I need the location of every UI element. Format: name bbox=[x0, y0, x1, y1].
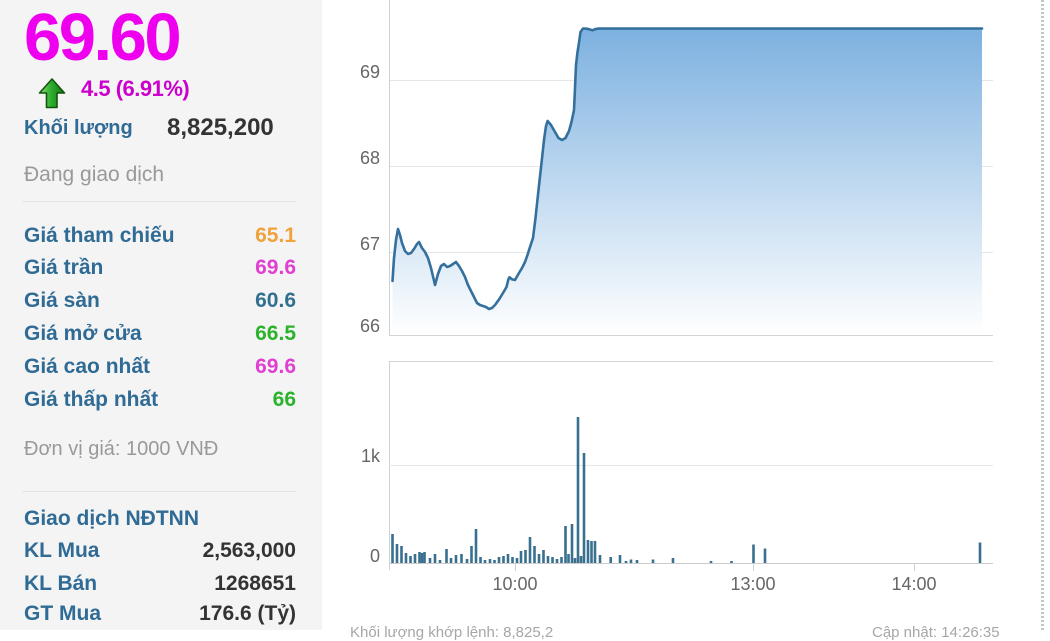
svg-text:10:00: 10:00 bbox=[492, 574, 537, 594]
svg-text:14:00: 14:00 bbox=[891, 574, 936, 594]
svg-text:13:00: 13:00 bbox=[730, 574, 775, 594]
svg-text:66: 66 bbox=[360, 316, 380, 336]
svg-text:68: 68 bbox=[360, 148, 380, 168]
svg-text:69: 69 bbox=[360, 62, 380, 82]
svg-text:0: 0 bbox=[370, 546, 380, 566]
svg-text:1k: 1k bbox=[361, 446, 381, 466]
svg-text:67: 67 bbox=[360, 234, 380, 254]
